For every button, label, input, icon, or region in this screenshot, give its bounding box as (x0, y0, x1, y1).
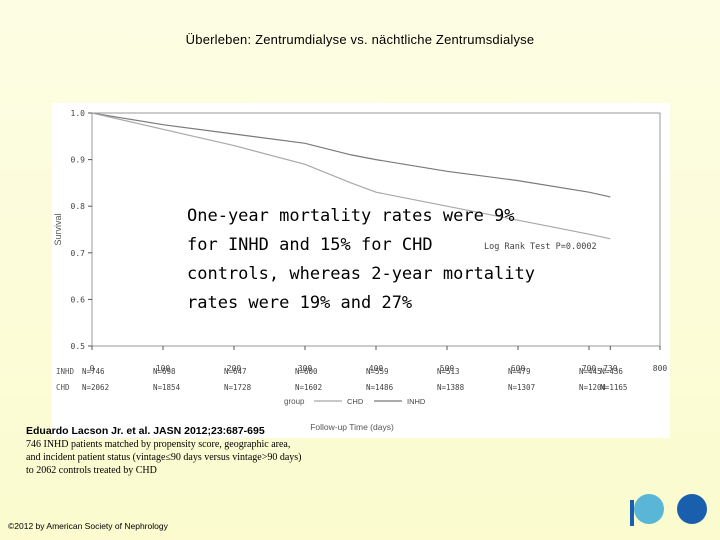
at-risk-chd: N=1486 (366, 383, 394, 392)
x-tick-label: 400 (369, 364, 384, 373)
legend-label-inhd: INHD (407, 397, 426, 406)
at-risk-chd: N=1204 (579, 383, 607, 392)
mortality-overlay: One-year mortality rates were 9% for INH… (187, 202, 557, 318)
x-axis-label: Follow-up Time (days) (310, 422, 394, 432)
at-risk-inhd: N=600 (295, 367, 318, 376)
y-axis-label: Survival (53, 213, 63, 245)
y-tick-label: 0.8 (71, 202, 86, 211)
at-risk-inhd: N=746 (82, 367, 105, 376)
y-tick-label: 0.6 (71, 295, 86, 304)
citation-line: to 2062 controls treated by CHD (26, 465, 157, 476)
survival-chart: 1.0 0.9 0.8 0.7 0.6 0.5 0 100 200 300 400 500 600 700… (52, 103, 670, 438)
citation: Eduardo Lacson Jr. et al. JASN 2012;23:6… (26, 425, 346, 477)
x-tick-label: 100 (156, 364, 171, 373)
logo-light-circle (634, 494, 664, 524)
citation-line: 746 INHD patients matched by propensity … (26, 439, 291, 450)
at-risk-inhd: N=479 (508, 367, 531, 376)
at-risk-chd: N=1388 (437, 383, 465, 392)
at-risk-inhd: N=436 (600, 367, 623, 376)
at-risk-chd: N=2062 (82, 383, 109, 392)
society-logo-icon (630, 494, 707, 526)
at-risk-inhd: N=445 (579, 367, 602, 376)
x-tick-label: 300 (298, 364, 313, 373)
at-risk-chd: N=1165 (600, 383, 627, 392)
y-tick-label: 0.7 (71, 249, 86, 258)
at-risk-row-label: CHD (56, 383, 70, 392)
at-risk-chd: N=1854 (153, 383, 181, 392)
legend-label-chd: CHD (347, 397, 364, 406)
citation-head: Eduardo Lacson Jr. et al. JASN 2012;23:6… (26, 425, 265, 437)
x-tick-label: 0 (90, 364, 95, 373)
chart-svg: 1.0 0.9 0.8 0.7 0.6 0.5 0 100 200 300 400 500 600 700… (53, 109, 668, 432)
x-tick-label: 500 (440, 364, 455, 373)
logo-dark-circle (677, 494, 707, 524)
at-risk-inhd: N=513 (437, 367, 460, 376)
slide-title: Überleben: Zentrumdialyse vs. nächtliche… (185, 32, 535, 47)
overlay-line: rates were 19% and 27% (187, 293, 413, 313)
series-line-chd (91, 112, 611, 240)
at-risk-inhd: N=559 (366, 367, 389, 376)
at-risk-inhd: N=698 (153, 367, 176, 376)
at-risk-inhd: N=647 (224, 367, 247, 376)
x-tick-label: 730 (603, 364, 618, 373)
legend-title: group (284, 397, 305, 406)
at-risk-chd: N=1602 (295, 383, 322, 392)
overlay-line: for INHD and 15% for CHD (187, 235, 433, 255)
at-risk-chd: N=1728 (224, 383, 252, 392)
x-tick-label: 600 (511, 364, 526, 373)
y-tick-label: 1.0 (71, 109, 86, 118)
series-line-inhd (91, 112, 611, 198)
x-tick-label: 800 (653, 364, 668, 373)
overlay-line: One-year mortality rates were 9% (187, 206, 515, 226)
overlay-line: controls, whereas 2-year mortality (187, 264, 535, 284)
log-rank-annotation: Log Rank Test P=0.0002 (484, 242, 597, 252)
copyright-text: ©2012 by American Society of Nephrology (8, 521, 168, 531)
x-tick-label: 700 (582, 364, 597, 373)
x-tick-label: 200 (227, 364, 242, 373)
y-tick-label: 0.5 (71, 342, 86, 351)
y-tick-label: 0.9 (71, 156, 86, 165)
logo-bar (630, 500, 634, 526)
at-risk-row-label: INHD (56, 367, 75, 376)
citation-line: and incident patient status (vintage≤90 … (26, 452, 302, 463)
at-risk-chd: N=1307 (508, 383, 535, 392)
